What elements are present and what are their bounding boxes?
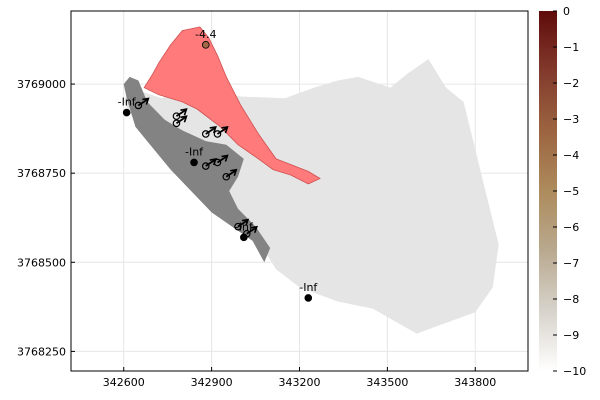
flow-arrow [213,125,229,138]
point-marker [190,158,198,167]
flow-arrow [134,97,150,110]
point-label: -Inf [118,96,137,109]
point-label: -Inf [185,145,204,158]
point-label: -Inf [235,220,254,233]
colorbar-tick-label: −7 [563,257,579,270]
y-tick-label: 3768500 [17,256,66,269]
colorbar-gradient [539,11,557,371]
x-tick-label: 343800 [454,376,496,389]
y-tick-label: 3769000 [17,78,66,91]
y-tick-label: 3768250 [17,345,66,358]
colorbar-tick-label: −8 [563,293,579,306]
point-marker [201,41,210,49]
colorbar-tick-label: −4 [563,149,579,162]
x-tick-label: 342900 [191,376,233,389]
region-2 [143,26,321,185]
x-tick-label: 343500 [366,376,408,389]
point-marker [122,108,131,117]
x-tick-label: 343200 [279,376,321,389]
colorbar: 0 −1 −2 −3 −4 −5 −6 −7 −8 −9 −10 [539,5,586,378]
flow-arrow [172,115,188,128]
colorbar-tick-label: −6 [563,221,579,234]
colorbar-tick-label: −1 [563,41,579,54]
data-points: -Inf -Inf -Inf -Inf -4.4 [118,28,318,302]
region-0 [123,59,499,334]
point-label: -4.4 [195,28,216,41]
y-axis-ticks: 3768250 3768500 3768750 3769000 [17,78,75,358]
flow-arrow [172,108,188,120]
region-1 [123,76,271,263]
point-marker [304,294,313,302]
flow-arrow [201,125,217,138]
colorbar-tick-label: 0 [563,5,570,18]
flow-arrow [234,218,250,231]
x-axis-ticks: 342600 342900 343200 343500 343800 [103,367,496,389]
map-regions [123,26,499,334]
colorbar-tick-label: −5 [563,185,579,198]
y-tick-label: 3768750 [17,167,66,180]
flow-arrow [213,154,229,167]
colorbar-tick-label: −2 [563,77,579,90]
flow-arrow [222,168,238,181]
colorbar-tick-label: −10 [563,365,586,378]
point-label: -Inf [299,281,318,294]
colorbar-tick-label: −9 [563,329,579,342]
x-tick-label: 342600 [103,376,145,389]
colorbar-tick-label: −3 [563,113,579,126]
point-marker [240,233,248,242]
flow-arrows [134,97,258,238]
